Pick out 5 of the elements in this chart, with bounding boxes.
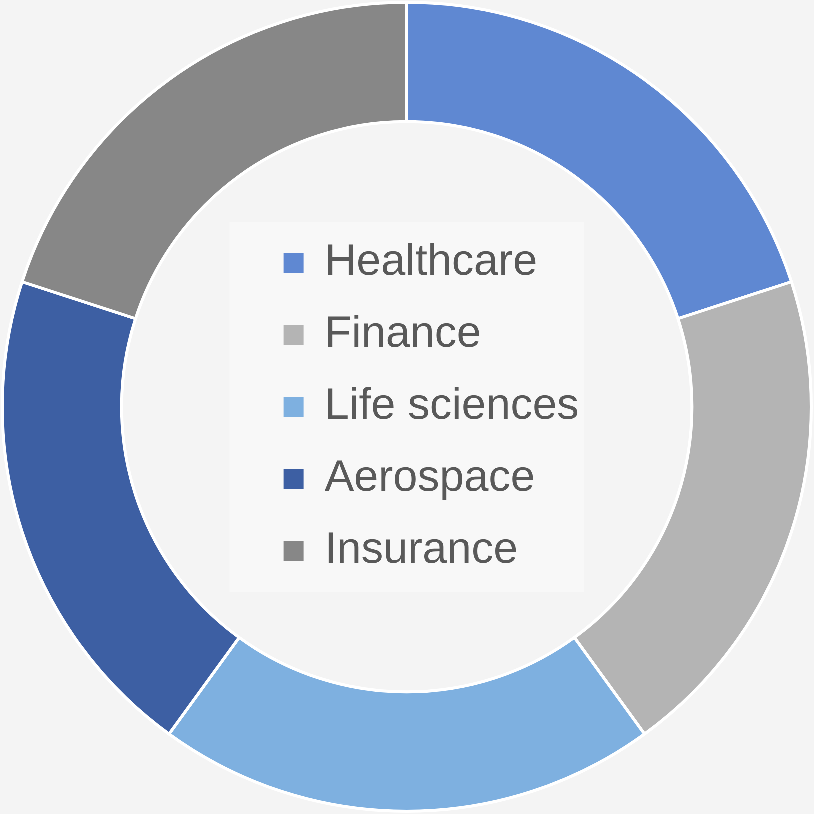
legend-label: Healthcare xyxy=(324,236,538,286)
legend-label: Aerospace xyxy=(324,452,536,502)
legend-label: Finance xyxy=(324,308,482,358)
legend-label: Insurance xyxy=(324,524,518,574)
legend-label: Life sciences xyxy=(324,380,580,430)
